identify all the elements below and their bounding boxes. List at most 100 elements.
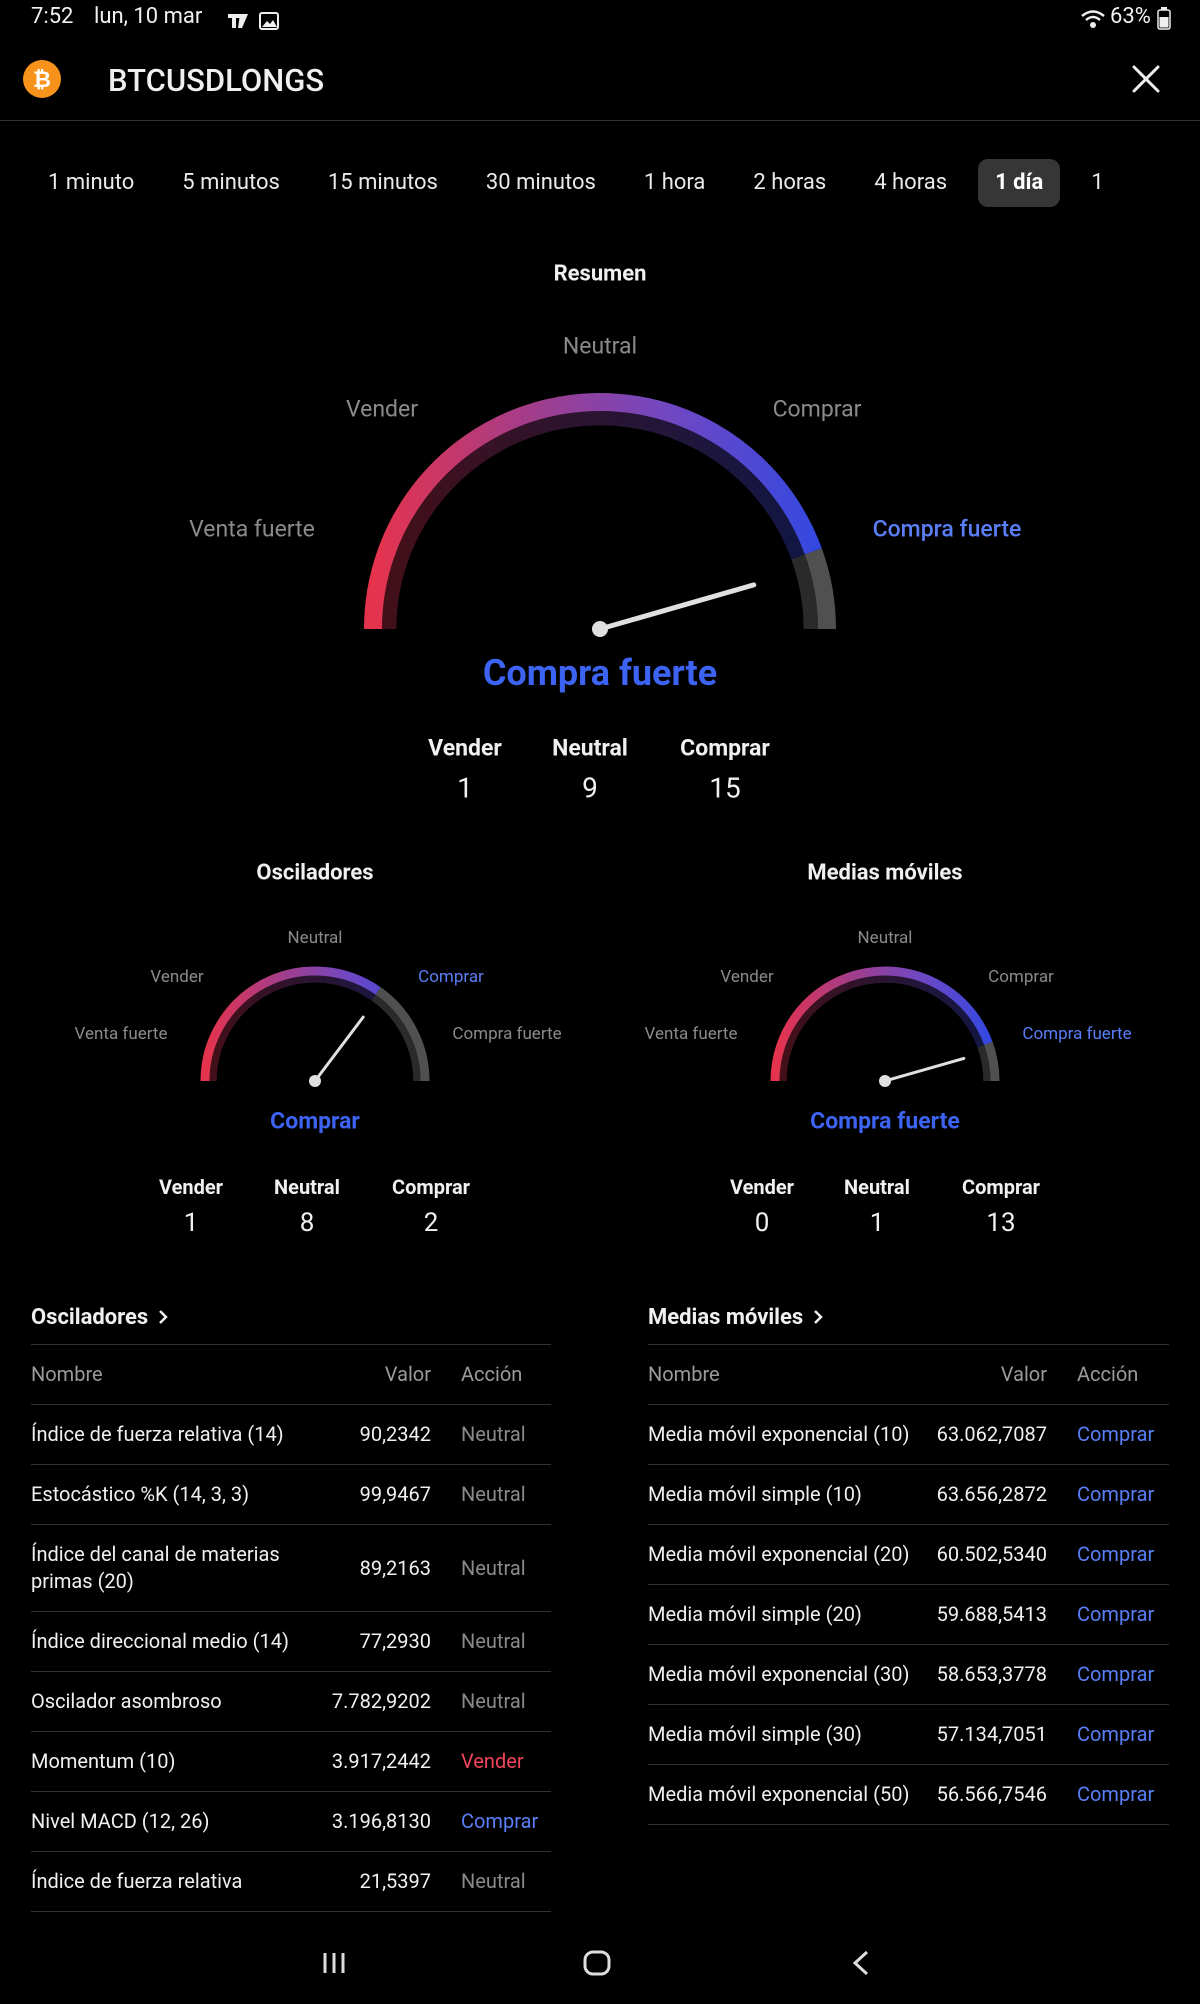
status-bar: 7:52 lun, 10 mar 63% — [0, 0, 1200, 50]
column-header: Valor — [1000, 1362, 1047, 1386]
gauge-hub — [309, 1075, 321, 1087]
status-date: lun, 10 mar — [94, 4, 203, 29]
table-row[interactable]: Nivel MACD (12, 26) 3.196,8130 Comprar — [31, 1792, 551, 1852]
indicator-action: Neutral — [461, 1482, 526, 1506]
svg-text:₿: ₿ — [33, 67, 51, 92]
table-title-text: Medias móviles — [648, 1304, 804, 1330]
count-label: Vender — [428, 734, 502, 762]
column-header: Acción — [1077, 1362, 1139, 1386]
table-row[interactable]: Media móvil simple (20) 59.688,5413 Compra… — [648, 1585, 1169, 1645]
table-row[interactable]: Media móvil simple (10) 63.656,2872 Compra… — [648, 1465, 1169, 1525]
gauge-hub — [592, 621, 608, 637]
nav-bar — [0, 1932, 1200, 2000]
close-button[interactable] — [1131, 64, 1161, 94]
indicator-name: Índice de fuerza relativa — [31, 1869, 243, 1893]
gauge-scale-label: Neutral — [562, 332, 638, 360]
indicator-name: Oscilador asombroso — [31, 1689, 222, 1713]
count-value: 1 — [457, 771, 473, 805]
chevron — [159, 1310, 168, 1324]
interval-tab[interactable]: 5 minutos — [182, 170, 280, 195]
indicator-name: Media móvil simple (30) — [648, 1722, 862, 1746]
gauge-arc-rest — [375, 987, 430, 1082]
table-row[interactable]: Media móvil exponencial (30) 58.653,3778 C… — [648, 1645, 1169, 1705]
column-header: Nombre — [648, 1362, 720, 1386]
status-time: 7:52 — [31, 4, 74, 29]
table-row[interactable]: Índice de fuerza relativa 21,5397 Neutral — [31, 1852, 551, 1912]
indicator-action: Neutral — [461, 1689, 526, 1713]
table-title[interactable]: Medias móviles — [648, 1290, 1169, 1345]
gauge-scale-label: Venta fuerte — [189, 515, 315, 543]
gauge-arc — [364, 393, 822, 630]
gauge — [770, 966, 1000, 1087]
gauge — [364, 393, 836, 637]
column-header: Valor — [384, 1362, 431, 1386]
gauge-arc — [200, 966, 381, 1082]
column-header: Acción — [461, 1362, 523, 1386]
indicator-value: 99,9467 — [359, 1482, 431, 1506]
gauge-scale-label: Comprar — [772, 395, 862, 423]
chevron — [814, 1310, 823, 1324]
indicator-action: Comprar — [1077, 1602, 1155, 1626]
gauge-scale-label: Comprar — [988, 967, 1054, 987]
gauge-arc — [770, 966, 993, 1082]
header: ₿ BTCUSDLONGS — [0, 50, 1200, 121]
interval-tab[interactable]: 1 día — [978, 159, 1061, 207]
indicator-action: Neutral — [461, 1422, 526, 1446]
interval-tab[interactable]: 1 hora — [643, 170, 706, 195]
table-title-text: Osciladores — [31, 1304, 149, 1330]
table-title[interactable]: Osciladores — [31, 1290, 551, 1345]
indicator-name: Nivel MACD (12, 26) — [31, 1809, 210, 1833]
gauge-scale-label: Vender — [150, 967, 204, 987]
indicator-action: Comprar — [1077, 1482, 1155, 1506]
count-label: Vender — [158, 1175, 224, 1199]
table-row[interactable]: Oscilador asombroso 7.782,9202 Neutral — [31, 1672, 551, 1732]
indicator-name: Media móvil exponencial (50) — [648, 1782, 910, 1806]
table-row[interactable]: Media móvil exponencial (50) 56.566,7546 C… — [648, 1765, 1169, 1825]
interval-tab[interactable]: 30 minutos — [485, 170, 596, 195]
interval-tab[interactable]: 1 — [1091, 170, 1104, 195]
back-button[interactable] — [852, 1950, 869, 1976]
interval-tab[interactable]: 1 minuto — [48, 170, 135, 195]
table-row[interactable]: Índice del canal de materias primas (20)… — [31, 1525, 551, 1612]
indicator-name: Media móvil simple (10) — [648, 1482, 862, 1506]
count-label: Vender — [729, 1175, 795, 1199]
interval-tab[interactable]: 15 minutos — [327, 170, 438, 195]
indicator-action: Vender — [461, 1749, 524, 1773]
interval-tab[interactable]: 2 horas — [753, 170, 827, 195]
gauge-track-inner-rest — [977, 1044, 991, 1082]
indicator-value: 57.134,7051 — [936, 1722, 1047, 1746]
table-row[interactable]: Media móvil simple (30) 57.134,7051 Compra… — [648, 1705, 1169, 1765]
gauge-track-inner-rest — [371, 994, 421, 1082]
count-label: Comprar — [962, 1175, 1040, 1199]
chevron-icon — [159, 1310, 168, 1324]
indicator-action: Neutral — [461, 1555, 526, 1580]
recent-apps-button[interactable] — [323, 1953, 345, 1973]
screen: 7:52 lun, 10 mar 63% ₿ BTCUSDLONGS 1 min… — [0, 0, 1200, 1912]
count-label: Neutral — [274, 1175, 340, 1199]
count-value: 8 — [299, 1208, 315, 1238]
gauge-scale-label: Neutral — [857, 928, 913, 948]
gauge-track-inner — [779, 975, 985, 1082]
gauge-needle — [597, 582, 757, 632]
table-row[interactable]: Momentum (10) 3.917,2442 Vender — [31, 1732, 551, 1792]
indicator-table: Osciladores Nombre Valor Acción Índice de fu… — [31, 1290, 551, 1912]
table-row[interactable]: Índice de fuerza relativa (14) 90,2342 Neu… — [31, 1405, 551, 1465]
gauge-needle — [883, 1056, 966, 1083]
indicator-name: Índice del canal de materias primas (20) — [31, 1542, 280, 1593]
count-value: 2 — [423, 1208, 439, 1238]
gauge-track-inner-rest — [791, 554, 818, 630]
table-row[interactable]: Estocástico %K (14, 3, 3) 99,9467 Neutral — [31, 1465, 551, 1525]
table-row[interactable]: Media móvil exponencial (20) 60.502,5340 C… — [648, 1525, 1169, 1585]
interval-tabs: 1 minuto 5 minutos 15 minutos 30 minutos 1 h… — [31, 159, 1200, 207]
table-row[interactable]: Índice direccional medio (14) 77,2930 Neut… — [31, 1612, 551, 1672]
gauge-scale-label: Vender — [345, 395, 419, 423]
table-row[interactable]: Media móvil exponencial (10) 63.062,7087 C… — [648, 1405, 1169, 1465]
home-button[interactable] — [583, 1950, 611, 1976]
interval-tab[interactable]: 4 horas — [874, 170, 948, 195]
gauge-scale-label: Venta fuerte — [644, 1024, 738, 1044]
wifi-icon — [1081, 10, 1105, 28]
battery-icon — [1157, 7, 1171, 30]
gauge-scale-label: Neutral — [287, 928, 343, 948]
gauge-verdict: Compra fuerte — [482, 652, 718, 694]
